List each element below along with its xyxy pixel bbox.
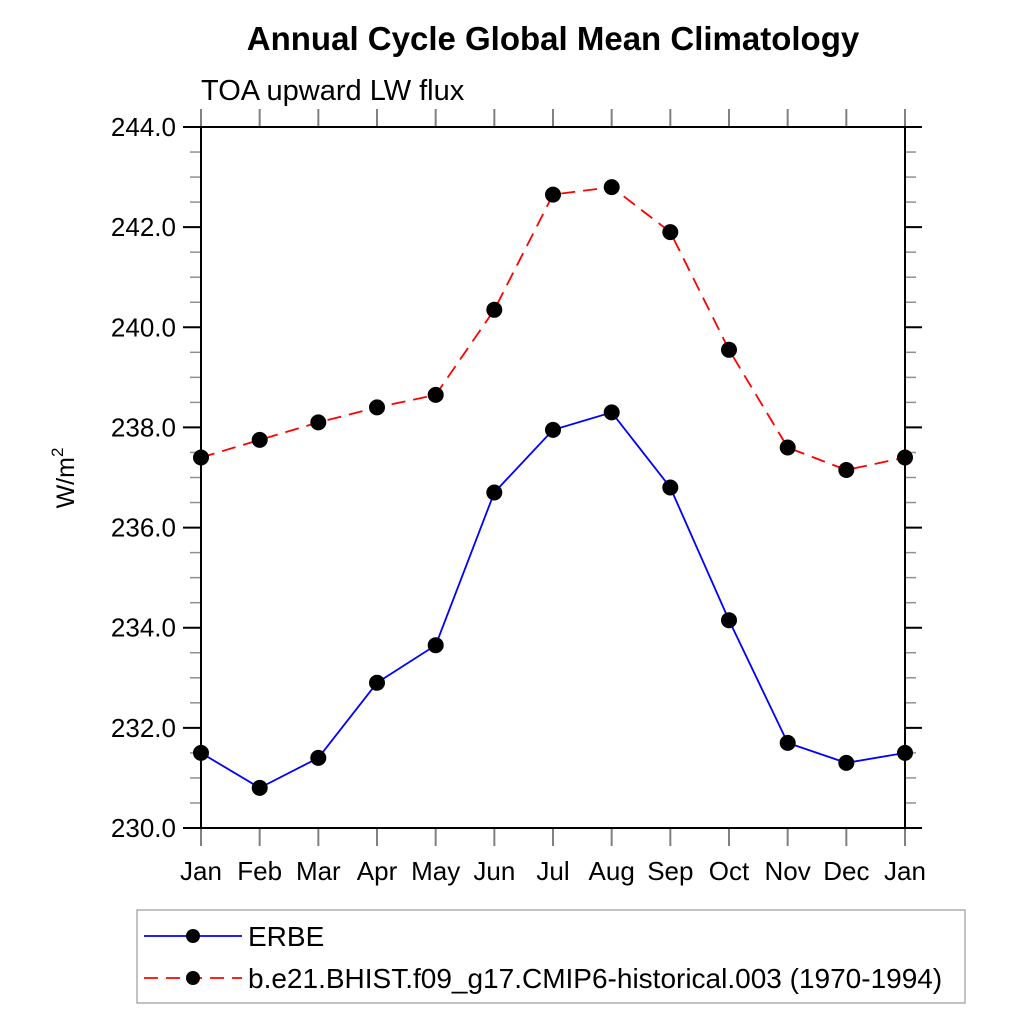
chart-subtitle: TOA upward LW flux — [201, 75, 465, 107]
series-model-point — [310, 414, 327, 431]
series-erbe-point — [838, 754, 855, 771]
series-model-point — [193, 449, 209, 466]
series-model-point — [427, 386, 444, 403]
y-tick-label: 244.0 — [111, 112, 176, 142]
y-tick-label: 232.0 — [111, 713, 176, 743]
series-erbe-line — [200, 411, 906, 789]
legend-box — [136, 909, 966, 1004]
x-tick-label: Apr — [357, 856, 398, 886]
x-tick-label: Feb — [237, 856, 282, 886]
series-model-point — [662, 224, 679, 241]
series-model-point — [486, 301, 503, 318]
series-erbe-point — [486, 484, 503, 501]
x-tick-label: Jun — [473, 856, 515, 886]
series-erbe-point — [193, 744, 209, 761]
series-model-point — [838, 462, 855, 478]
y-tick-label: 242.0 — [111, 212, 176, 242]
series-erbe-point — [427, 637, 444, 654]
x-tick-label: Nov — [765, 856, 811, 886]
x-tick-label: Jan — [884, 856, 926, 886]
x-tick-label: Oct — [709, 856, 750, 886]
y-tick-label: 230.0 — [111, 813, 176, 843]
y-tick-label: 238.0 — [111, 412, 176, 442]
y-tick-label: 234.0 — [111, 613, 176, 643]
x-tick-label: Dec — [823, 856, 869, 886]
chart-title: Annual Cycle Global Mean Climatology — [247, 20, 860, 57]
x-tick-label: May — [411, 856, 460, 886]
series-erbe-point — [310, 749, 327, 766]
series-erbe-point — [897, 744, 913, 761]
plot-area: 230.0 232.0 234.0 236.0 238.0 240.0 242.0 244.0… — [111, 109, 926, 886]
series-erbe-point — [545, 421, 561, 438]
y-tick-label: 240.0 — [111, 312, 176, 342]
series-model-point — [369, 399, 385, 416]
series-erbe-point — [721, 612, 737, 629]
legend: ERBE b.e21.BHIST.f09_g17.CMIP6-historical… — [136, 909, 966, 1004]
series-model-point — [251, 431, 268, 448]
series-erbe-point — [779, 734, 796, 751]
plot-frame — [200, 126, 906, 829]
x-tick-label: Sep — [647, 856, 693, 886]
series-erbe-point — [369, 674, 385, 691]
series-model-point — [721, 341, 737, 358]
series-model-point — [897, 449, 913, 466]
series-model-point — [779, 439, 796, 456]
series-erbe-point — [603, 404, 620, 421]
y-axis-label: W/m2 — [48, 448, 80, 509]
x-tick-label: Aug — [589, 856, 635, 886]
y-tick-label: 236.0 — [111, 513, 176, 543]
series-model-point — [603, 179, 620, 196]
legend-label-model: b.e21.BHIST.f09_g17.CMIP6-historical.003… — [248, 963, 942, 994]
series-erbe-point — [662, 479, 679, 496]
x-tick-label: Jan — [180, 856, 222, 886]
x-tick-label: Jul — [536, 856, 569, 886]
series-erbe-point — [251, 779, 268, 796]
legend-marker-erbe — [186, 929, 200, 943]
legend-label-erbe: ERBE — [248, 921, 324, 952]
series-model-point — [545, 186, 561, 203]
x-tick-label: Mar — [296, 856, 341, 886]
legend-marker-model — [186, 971, 200, 985]
